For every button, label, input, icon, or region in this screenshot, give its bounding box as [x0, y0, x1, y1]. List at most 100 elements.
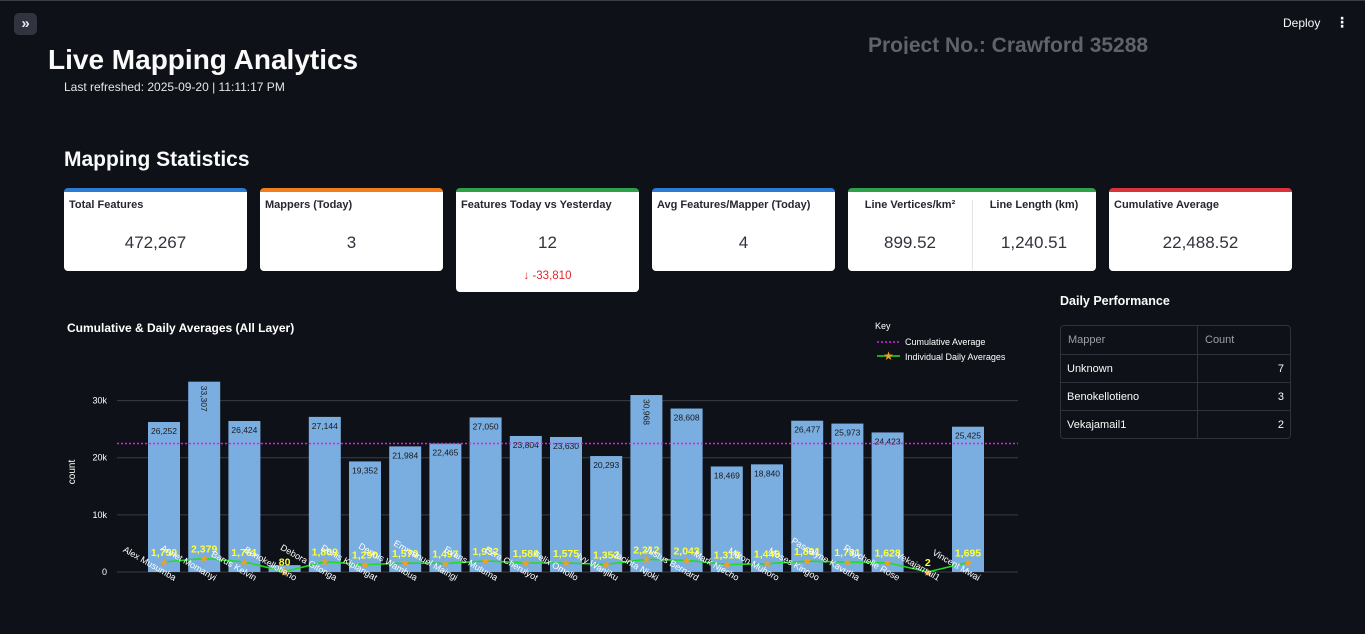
- expand-sidebar-icon[interactable]: »: [14, 13, 37, 35]
- column-header-mapper[interactable]: Mapper: [1061, 326, 1197, 355]
- bar: [389, 446, 422, 572]
- chart-title: Cumulative & Daily Averages (All Layer): [67, 321, 294, 335]
- card-delta: ↓ -33,810: [523, 270, 572, 282]
- bar: [148, 421, 180, 572]
- daily-average-star-icon: ★: [923, 567, 933, 579]
- y-tick-label: 10k: [92, 510, 107, 520]
- card-cumulative-average: Cumulative Average 22,488.52: [1109, 188, 1292, 271]
- bar: [710, 466, 743, 572]
- cumulative-daily-averages-chart: Cumulative & Daily Averages (All Layer) …: [67, 321, 1018, 583]
- card-divider: [972, 200, 973, 270]
- last-refreshed: Last refreshed: 2025-09-20 | 11:11:17 PM: [64, 80, 285, 94]
- daily-average-label: 1,750: [151, 547, 177, 559]
- daily-average-star-icon: ★: [320, 557, 330, 569]
- card-total-features: Total Features 472,267: [64, 188, 247, 271]
- daily-average-star-icon: ★: [722, 559, 732, 571]
- legend-star-icon: ★: [883, 349, 894, 363]
- daily-average-star-icon: ★: [963, 557, 973, 569]
- daily-average-label: 1,497: [432, 548, 458, 560]
- legend-daily-label: Individual Daily Averages: [905, 352, 1006, 362]
- chart-legend: Key Cumulative Average ★ Individual Dail…: [875, 321, 1006, 363]
- bar-value-label: 19,352: [352, 465, 378, 475]
- bar: [670, 408, 703, 572]
- card-label: Mappers (Today): [265, 199, 353, 211]
- bar-value-label: 25,425: [955, 431, 981, 441]
- bar-value-label: 27,144: [312, 421, 338, 431]
- daily-average-label: 1,761: [231, 547, 257, 559]
- card-value: 4: [738, 233, 749, 252]
- daily-average-star-icon: ★: [239, 557, 249, 569]
- card-value: 3: [346, 233, 357, 252]
- plot-area: 0 10k 20k 30k 26,252 33,307 26,424 27,144 19,352…: [92, 381, 1018, 583]
- daily-performance-table[interactable]: Mapper Count Unknown 7 Benokellotieno 3 …: [1060, 325, 1291, 439]
- bar-value-label: 22,465: [432, 448, 458, 458]
- daily-average-label: 2,043: [673, 545, 699, 557]
- daily-average-star-icon: ★: [400, 558, 410, 570]
- card-value: 12: [538, 233, 557, 252]
- daily-average-label: 2,379: [191, 543, 217, 555]
- bar-value-label: 26,252: [151, 426, 177, 436]
- daily-average-line: [163, 557, 969, 573]
- card-value: 472,267: [124, 233, 187, 252]
- y-axis-label: count: [67, 460, 78, 485]
- table-row: Vekajamail1 2: [1061, 411, 1290, 438]
- bar-value-label: 18,469: [714, 470, 740, 480]
- bar-value-label: 23,804: [513, 440, 539, 450]
- daily-average-star-icon: ★: [682, 555, 692, 567]
- mapper-cell: Benokellotieno: [1061, 383, 1197, 411]
- bar: [188, 381, 221, 572]
- bar-value-label: 28,608: [674, 413, 700, 423]
- bar: [751, 464, 783, 572]
- daily-average-label: 1,575: [553, 548, 579, 560]
- bar: [550, 436, 582, 572]
- legend-title: Key: [875, 321, 891, 331]
- column-header-count[interactable]: Count: [1197, 326, 1290, 355]
- section-title: Mapping Statistics: [64, 148, 250, 171]
- daily-average-star-icon: ★: [199, 553, 209, 565]
- card-label: Total Features: [69, 199, 144, 211]
- daily-average-star-icon: ★: [561, 558, 571, 570]
- daily-average-star-icon: ★: [883, 558, 893, 570]
- daily-average-star-icon: ★: [802, 556, 812, 568]
- line-length-value: 1,240.51: [1000, 233, 1068, 252]
- bar: [791, 420, 824, 572]
- card-label: Avg Features/Mapper (Today): [657, 199, 811, 211]
- daily-average-star-icon: ★: [360, 560, 370, 572]
- daily-average-label: 1,809: [312, 547, 338, 559]
- main-menu-icon[interactable]: ⋮: [1335, 14, 1349, 30]
- bar-value-label: 30,968: [641, 399, 651, 425]
- daily-average-star-icon: ★: [440, 558, 450, 570]
- daily-average-label: 80: [279, 557, 291, 569]
- project-title: Project No.: Crawford 35288: [868, 34, 1149, 54]
- daily-average-label: 1,731: [834, 547, 860, 559]
- table-row: Unknown 7: [1061, 355, 1290, 383]
- daily-average-star-icon: ★: [521, 558, 531, 570]
- bar: [349, 461, 381, 572]
- daily-average-star-icon: ★: [762, 559, 772, 571]
- daily-average-label: 2,212: [633, 544, 659, 556]
- card-features-today-vs-yesterday: Features Today vs Yesterday 12 ↓ -33,810: [456, 188, 639, 292]
- y-tick-label: 0: [102, 567, 107, 577]
- mapper-cell: Unknown: [1061, 355, 1197, 383]
- y-tick-label: 20k: [92, 453, 107, 463]
- top-border: [0, 0, 1365, 1]
- mapper-cell: Vekajamail1: [1067, 418, 1127, 431]
- bar-value-label: 21,984: [392, 450, 418, 460]
- daily-average-star-icon: ★: [842, 557, 852, 569]
- count-cell: 3: [1197, 383, 1290, 411]
- bar: [871, 432, 904, 572]
- line-vertices-label: Line Vertices/km²: [864, 199, 956, 211]
- line-length-label: Line Length (km): [989, 199, 1079, 211]
- daily-average-label: 1,570: [392, 548, 418, 560]
- bar: [228, 421, 261, 572]
- daily-average-label: 1,586: [513, 548, 539, 560]
- line-vertices-value: 899.52: [884, 233, 936, 252]
- bar: [630, 395, 663, 572]
- deploy-button[interactable]: Deploy: [1283, 16, 1321, 30]
- daily-performance-title: Daily Performance: [1060, 294, 1170, 308]
- bar: [308, 416, 341, 572]
- card-label: Features Today vs Yesterday: [461, 199, 612, 211]
- bar-value-label: 27,050: [473, 421, 499, 431]
- bar-value-label: 26,477: [794, 425, 820, 435]
- bar-value-label: 24,423: [875, 436, 901, 446]
